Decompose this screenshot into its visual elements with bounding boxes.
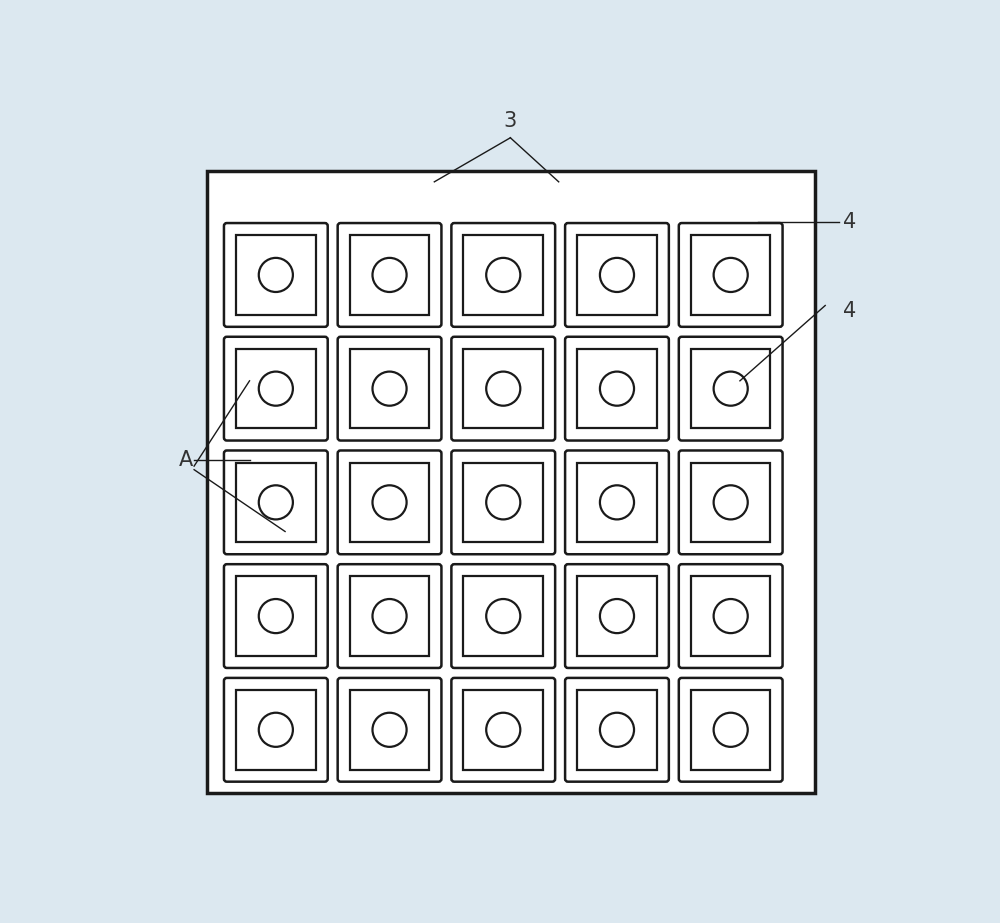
Bar (463, 576, 543, 656)
FancyBboxPatch shape (338, 677, 441, 782)
FancyBboxPatch shape (451, 337, 555, 440)
Circle shape (486, 599, 520, 633)
FancyBboxPatch shape (224, 450, 328, 554)
FancyBboxPatch shape (565, 337, 669, 440)
Circle shape (259, 713, 293, 747)
Circle shape (372, 713, 407, 747)
FancyBboxPatch shape (224, 223, 328, 327)
FancyBboxPatch shape (679, 564, 783, 668)
Bar (691, 576, 770, 656)
Circle shape (714, 372, 748, 406)
Circle shape (486, 372, 520, 406)
Text: 4: 4 (843, 212, 856, 233)
FancyBboxPatch shape (679, 337, 783, 440)
Bar (236, 349, 316, 428)
FancyBboxPatch shape (679, 223, 783, 327)
Bar (463, 235, 543, 315)
Circle shape (600, 713, 634, 747)
FancyBboxPatch shape (224, 337, 328, 440)
Circle shape (259, 599, 293, 633)
Bar (236, 462, 316, 542)
Circle shape (486, 485, 520, 520)
Bar (691, 462, 770, 542)
Circle shape (714, 485, 748, 520)
Bar (691, 690, 770, 770)
Circle shape (259, 485, 293, 520)
Bar (577, 235, 657, 315)
Bar (350, 576, 429, 656)
Bar (207, 171, 815, 793)
Bar (350, 462, 429, 542)
Bar (236, 576, 316, 656)
FancyBboxPatch shape (565, 564, 669, 668)
Text: 4: 4 (843, 301, 856, 321)
Bar (577, 349, 657, 428)
FancyBboxPatch shape (338, 223, 441, 327)
Circle shape (259, 258, 293, 292)
FancyBboxPatch shape (224, 564, 328, 668)
Bar (577, 462, 657, 542)
FancyBboxPatch shape (451, 450, 555, 554)
Bar (463, 462, 543, 542)
Circle shape (372, 599, 407, 633)
Circle shape (372, 485, 407, 520)
Bar (236, 690, 316, 770)
Bar (350, 349, 429, 428)
Text: A: A (178, 450, 193, 471)
FancyBboxPatch shape (679, 450, 783, 554)
FancyBboxPatch shape (338, 337, 441, 440)
Circle shape (600, 372, 634, 406)
FancyBboxPatch shape (679, 677, 783, 782)
Circle shape (372, 372, 407, 406)
Bar (691, 349, 770, 428)
Circle shape (486, 258, 520, 292)
Bar (350, 235, 429, 315)
Circle shape (486, 713, 520, 747)
FancyBboxPatch shape (338, 450, 441, 554)
Bar (236, 235, 316, 315)
Circle shape (600, 599, 634, 633)
FancyBboxPatch shape (565, 450, 669, 554)
FancyBboxPatch shape (565, 223, 669, 327)
Circle shape (372, 258, 407, 292)
FancyBboxPatch shape (451, 677, 555, 782)
Bar (463, 349, 543, 428)
Bar (577, 690, 657, 770)
FancyBboxPatch shape (338, 564, 441, 668)
Bar (691, 235, 770, 315)
Circle shape (259, 372, 293, 406)
Circle shape (714, 599, 748, 633)
Bar (350, 690, 429, 770)
Text: 3: 3 (504, 111, 517, 131)
Bar (463, 690, 543, 770)
FancyBboxPatch shape (451, 564, 555, 668)
FancyBboxPatch shape (451, 223, 555, 327)
Circle shape (714, 258, 748, 292)
FancyBboxPatch shape (565, 677, 669, 782)
FancyBboxPatch shape (224, 677, 328, 782)
Circle shape (600, 258, 634, 292)
Bar (577, 576, 657, 656)
Circle shape (714, 713, 748, 747)
Circle shape (600, 485, 634, 520)
